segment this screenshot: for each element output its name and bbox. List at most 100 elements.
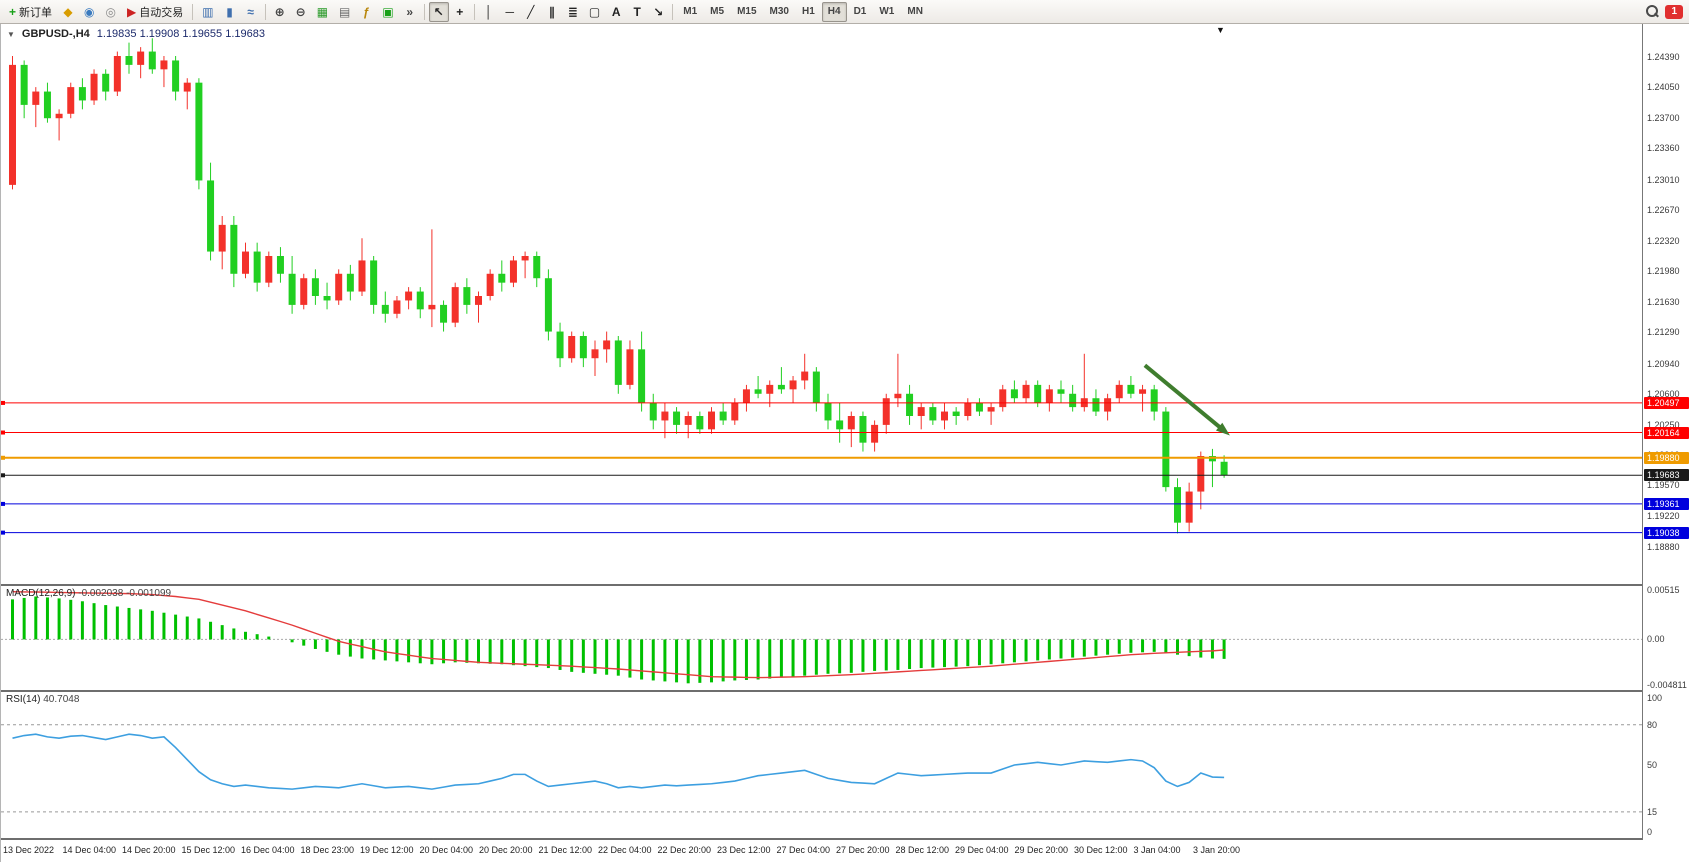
candle-body [32,91,40,105]
timeframe-m30-button[interactable]: M30 [769,6,789,17]
zoom-out-button[interactable]: ⊖ [291,2,311,22]
time-axis-label: 23 Dec 12:00 [717,845,771,855]
cascade-windows-button[interactable]: ▤ [334,2,355,22]
candle-body [207,180,215,252]
vertical-line-button[interactable]: │ [479,2,499,22]
trend-arrow-line[interactable] [1143,363,1224,431]
time-axis-label: 16 Dec 04:00 [241,845,295,855]
macd-chart [1,591,1642,684]
candle-body [113,56,121,92]
macd-panel[interactable]: MACD(12,26,9) -0.002038 -0.001099 [1,586,1642,690]
candle-body [673,411,681,425]
line-anchor-handle[interactable] [1,455,5,460]
price-line-badge: 1.19038 [1644,526,1689,539]
timeframe-h1-button[interactable]: H1 [801,6,815,17]
macd-label: MACD(12,26,9) -0.002038 -0.001099 [6,588,171,599]
autotrading-icon: ▶ [126,4,137,19]
toolbar-items: + 新订单 ◆ ◉ ◎ ▶ 自动交易 ▥ ▮ ≈ ⊕ ⊖ ▦ ▤ ƒ ▣» ↖ + │ ─ ╱ ∥ ≣ ▢ A T ↘ M1 M5 M15… [4,1,929,22]
candle-body [556,331,564,359]
timeframe-m15-button[interactable]: M15 [737,6,757,17]
price-line-badge: 1.19880 [1644,451,1689,464]
candle-body [393,300,401,314]
rsi-value: 40.7048 [43,694,80,705]
line-anchor-handle[interactable] [1,400,5,405]
timeframe-mn-button[interactable]: MN [907,6,923,17]
rsi-panel[interactable]: RSI(14) 40.7048 [1,692,1642,838]
trend-arrow-head[interactable] [1215,422,1230,436]
new-order-button[interactable]: + 新订单 [4,2,57,22]
line-anchor-handle[interactable] [1,430,5,435]
rsi-axis-label: 50 [1647,760,1658,770]
line-anchor-handle[interactable] [1,530,5,535]
timeframe-m1-button[interactable]: M1 [683,6,698,17]
panel-separator[interactable] [1,584,1689,586]
sound-alerts-button[interactable]: ◎ [101,2,121,22]
candle-body [1185,491,1193,523]
candle-body [55,113,63,119]
time-axis[interactable]: 13 Dec 2022 14 Dec 04:00 14 Dec 20:00 15 De… [1,840,1689,862]
text-button[interactable]: A [606,2,626,22]
notification-badge[interactable]: 1 [1665,4,1683,19]
timeframe-h4-button[interactable]: H4 [821,1,847,22]
timeframe-w1-button[interactable]: W1 [879,6,895,17]
toolbar-separator [192,3,194,20]
candle-body [509,260,517,283]
line-anchor-handle[interactable] [1,473,5,478]
candlestick-mode-button[interactable]: ▮ [220,2,240,22]
time-axis-label: 28 Dec 12:00 [895,845,950,855]
candle-body [1069,393,1077,408]
cursor-button[interactable]: ↖ [428,1,449,22]
time-axis-label: 14 Dec 20:00 [122,845,176,855]
text-label-button[interactable]: T [627,2,647,22]
timeframe-m5-button[interactable]: M5 [710,6,725,17]
candle-body [20,64,28,105]
time-axis-label: 27 Dec 04:00 [776,845,831,855]
price-axis-label: 1.20600 [1647,388,1680,399]
line-chart-mode-button[interactable]: ≈ [241,2,261,22]
collapse-icon[interactable]: ▼ [7,30,15,39]
autotrading-button[interactable]: ▶ 自动交易 [122,2,188,22]
timeframe-d1-button[interactable]: D1 [853,6,867,17]
quick-trade-icon: ◆ [63,4,73,19]
candle-body [1197,456,1205,492]
candle-body [603,340,611,350]
price-panel[interactable]: ▼ GBPUSD-,H4 1.19835 1.19908 1.19655 1.1… [1,24,1642,584]
bar-chart-mode-button[interactable]: ▥ [197,2,218,22]
time-axis-label: 13 Dec 2022 [3,845,55,855]
candle-body [1045,389,1053,403]
time-axis-label: 18 Dec 23:00 [300,845,355,855]
time-axis-label: 20 Dec 04:00 [419,845,474,855]
shapes-button[interactable]: ▢ [584,2,605,22]
candle-body [451,287,459,323]
time-axis-label: 22 Dec 20:00 [657,845,712,855]
candle-body [696,416,704,430]
panel-separator[interactable] [1,690,1689,692]
indicators-button[interactable]: ƒ [356,2,376,22]
zoom-in-button[interactable]: ⊕ [270,2,290,22]
equidistant-channel-button[interactable]: ∥ [542,2,562,22]
toolbar-separator [423,3,425,20]
profiles-button[interactable]: ◉ [79,2,99,22]
chart-shift-button[interactable]: » [400,2,420,22]
trendline-button[interactable]: ╱ [521,2,541,22]
cascade-windows-icon: ▤ [339,4,351,19]
candle-body [90,73,98,101]
horizontal-line-button[interactable]: ─ [500,2,520,22]
toolbar: + 新订单 ◆ ◉ ◎ ▶ 自动交易 ▥ ▮ ≈ ⊕ ⊖ ▦ ▤ ƒ ▣» ↖ + │ ─ ╱ ∥ ≣ ▢ A T ↘ M1 M5 M15… [0,0,1689,24]
fibonacci-button[interactable]: ≣ [563,2,583,22]
candle-body [323,296,331,301]
candle-body [288,273,296,305]
tile-windows-button[interactable]: ▦ [312,2,333,22]
price-axis-label: 1.23010 [1647,174,1680,185]
toolbar-separator [672,3,674,20]
search-icon[interactable] [1646,5,1659,18]
line-anchor-handle[interactable] [1,501,5,506]
crosshair-button[interactable]: + [450,2,470,22]
candle-body [276,256,284,274]
arrows-tool-button[interactable]: ↘ [648,2,668,22]
quick-trade-button[interactable]: ◆ [58,2,78,22]
new-chart-button[interactable]: ▣ [377,2,398,22]
price-axis[interactable]: 1.20497 1.20164 1.19880 1.19683 1.19361 1.190… [1642,24,1689,840]
text-label-icon: T [633,4,641,19]
